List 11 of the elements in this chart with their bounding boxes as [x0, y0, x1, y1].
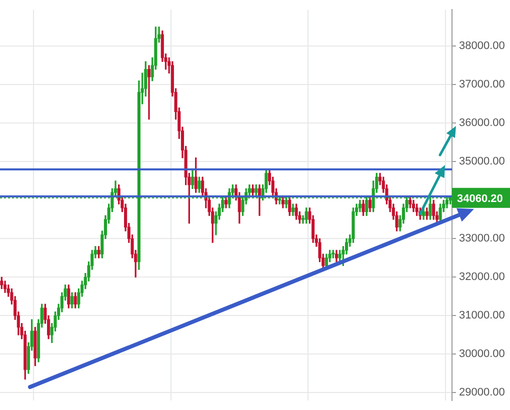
y-tick-label: 30000.00 — [459, 348, 505, 360]
y-tick-label: 35000.00 — [459, 156, 505, 168]
candlestick — [147, 65, 151, 120]
ref-line-label: 34060.20 — [457, 192, 503, 205]
y-tick-label: 31000.00 — [459, 310, 505, 322]
y-tick-label: 37000.00 — [459, 78, 505, 91]
y-tick-label: 38000.00 — [459, 40, 505, 52]
y-tick-label: 29000.00 — [459, 386, 505, 399]
y-tick-label: 32000.00 — [459, 271, 505, 284]
y-tick-label: 36000.00 — [459, 117, 505, 130]
y-tick-label: 33000.00 — [459, 232, 505, 245]
